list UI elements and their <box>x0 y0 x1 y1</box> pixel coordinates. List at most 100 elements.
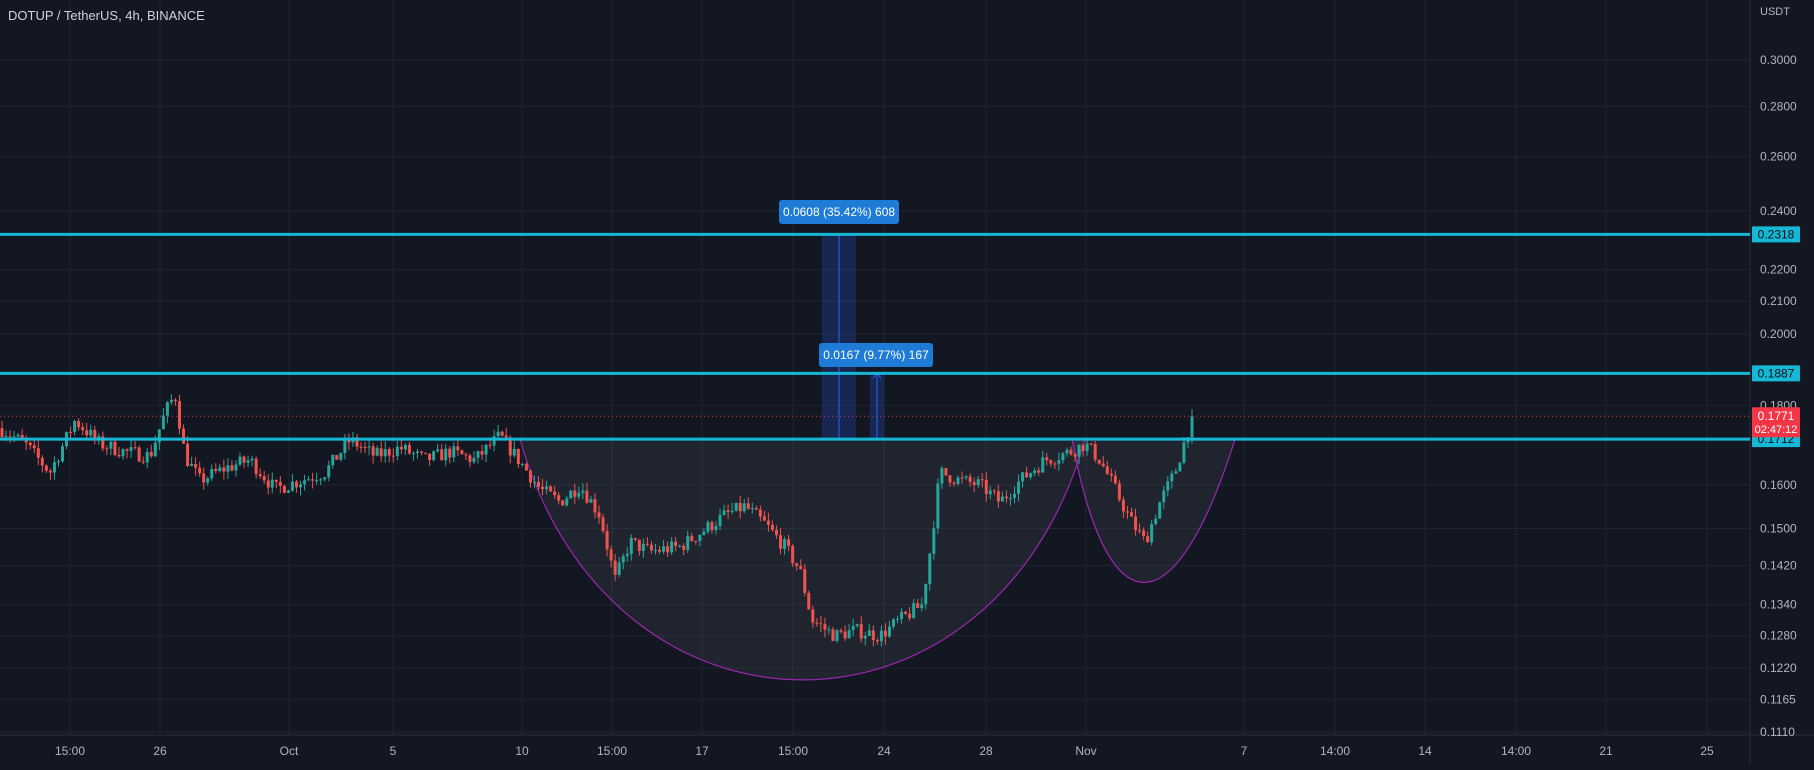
time-tick-label: 28 <box>979 744 993 758</box>
candle <box>1170 470 1174 489</box>
candle-body <box>186 443 190 466</box>
candle <box>972 477 976 493</box>
candle-body <box>835 630 839 641</box>
candle-body <box>1146 536 1150 543</box>
candle <box>52 456 56 480</box>
candle <box>468 453 472 468</box>
candle <box>883 623 887 645</box>
candle-body <box>1041 457 1045 473</box>
candle <box>303 474 307 491</box>
candle <box>1134 508 1138 536</box>
price-tick-label: 0.1165 <box>1760 692 1796 706</box>
candle-body <box>750 508 754 510</box>
candle-body <box>299 484 303 488</box>
candle <box>847 624 851 639</box>
candle-body <box>141 461 145 463</box>
middle-resistance-badge: 0.1887 <box>1752 365 1800 382</box>
candle <box>254 456 258 479</box>
candle-body <box>133 447 137 449</box>
candle <box>436 443 440 453</box>
time-tick-label: 14 <box>1418 744 1432 758</box>
candle <box>714 521 718 535</box>
candle <box>113 438 117 457</box>
candle <box>819 616 823 632</box>
candle <box>532 475 536 489</box>
candle <box>912 598 916 620</box>
candle-body <box>1037 470 1041 473</box>
candle-body <box>363 447 367 449</box>
candle-body <box>698 534 702 542</box>
candle-body <box>807 592 811 610</box>
candle-body <box>52 462 56 473</box>
candle <box>307 475 311 481</box>
candle <box>278 476 282 494</box>
candle-body <box>359 446 363 448</box>
candle <box>698 534 702 547</box>
candle <box>593 493 597 519</box>
candle <box>710 520 714 534</box>
candle-body <box>625 554 629 557</box>
candle-body <box>964 476 968 478</box>
price-tick-label: 0.1420 <box>1760 559 1797 573</box>
candle <box>936 478 940 534</box>
candle <box>391 448 395 463</box>
candle-body <box>230 465 234 471</box>
candle-body <box>779 535 783 549</box>
candle-body <box>315 480 319 482</box>
candle-body <box>581 490 585 493</box>
candle <box>976 475 980 488</box>
candle-body <box>1101 463 1105 467</box>
candle <box>1109 468 1113 482</box>
candle <box>1065 447 1069 457</box>
candle-body <box>153 442 157 457</box>
candle <box>121 448 125 460</box>
candle-body <box>1025 472 1029 478</box>
candle-body <box>101 436 105 449</box>
candle <box>541 479 545 496</box>
candle <box>641 538 645 558</box>
candle <box>456 440 460 457</box>
candle <box>577 486 581 500</box>
candle <box>770 520 774 532</box>
candle-body <box>214 469 218 471</box>
candle <box>1117 479 1121 502</box>
candle-body <box>161 415 165 430</box>
candle-body <box>912 603 916 619</box>
candle-body <box>278 481 282 486</box>
candle-body <box>480 451 484 455</box>
candle-body <box>1053 463 1057 465</box>
candle <box>407 441 411 455</box>
candle <box>1089 442 1093 446</box>
candle-body <box>125 449 129 451</box>
candle <box>960 471 964 484</box>
candle-body <box>1057 460 1061 464</box>
candle-body <box>641 543 645 552</box>
candle <box>1142 527 1146 541</box>
candle <box>500 430 504 437</box>
candle-body <box>516 448 520 465</box>
candle-body <box>718 514 722 527</box>
candle-body <box>210 469 214 479</box>
symbol-name: DOTUP / TetherUS <box>8 8 119 23</box>
candle <box>472 451 476 465</box>
candle-body <box>811 609 815 623</box>
candle-body <box>1105 466 1109 474</box>
candle-body <box>1061 453 1065 461</box>
candle-body <box>303 480 307 485</box>
candle <box>815 618 819 627</box>
candle-body <box>690 535 694 541</box>
candle-body <box>266 480 270 488</box>
candle <box>879 625 883 647</box>
candle <box>355 434 359 451</box>
candle-body <box>335 454 339 460</box>
candle <box>226 458 230 480</box>
candle <box>335 454 339 460</box>
symbol-title[interactable]: DOTUP / TetherUS, 4h, BINANCE <box>8 8 205 23</box>
candle <box>940 465 944 489</box>
candle-body <box>1174 471 1178 474</box>
candle <box>766 512 770 532</box>
candle <box>1025 466 1029 478</box>
measure-large-label-text: 0.0608 (35.42%) 608 <box>783 205 895 219</box>
